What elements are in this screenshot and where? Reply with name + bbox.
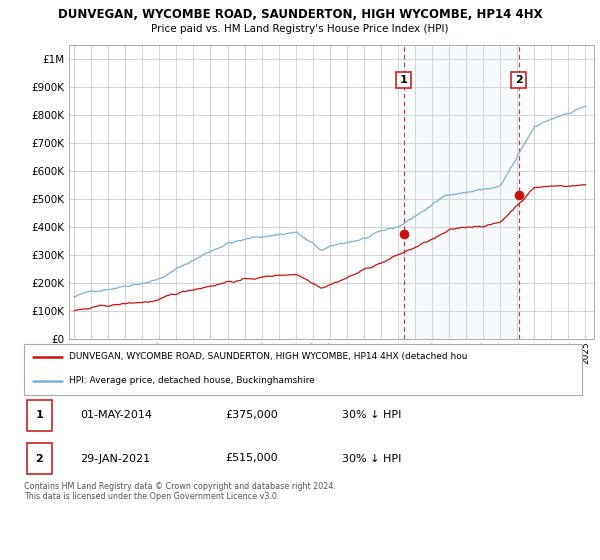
Text: 1: 1 (400, 75, 407, 85)
Text: £515,000: £515,000 (225, 454, 278, 464)
Text: 2: 2 (35, 454, 43, 464)
FancyBboxPatch shape (27, 400, 52, 431)
Text: Price paid vs. HM Land Registry's House Price Index (HPI): Price paid vs. HM Land Registry's House … (151, 24, 449, 34)
Text: 1: 1 (35, 410, 43, 421)
Text: 01-MAY-2014: 01-MAY-2014 (80, 410, 152, 421)
FancyBboxPatch shape (27, 443, 52, 474)
Text: HPI: Average price, detached house, Buckinghamshire: HPI: Average price, detached house, Buck… (68, 376, 314, 385)
Text: DUNVEGAN, WYCOMBE ROAD, SAUNDERTON, HIGH WYCOMBE, HP14 4HX: DUNVEGAN, WYCOMBE ROAD, SAUNDERTON, HIGH… (58, 8, 542, 21)
Text: 30% ↓ HPI: 30% ↓ HPI (342, 454, 401, 464)
Text: DUNVEGAN, WYCOMBE ROAD, SAUNDERTON, HIGH WYCOMBE, HP14 4HX (detached hou: DUNVEGAN, WYCOMBE ROAD, SAUNDERTON, HIGH… (68, 352, 467, 362)
Text: 2: 2 (515, 75, 523, 85)
Text: 30% ↓ HPI: 30% ↓ HPI (342, 410, 401, 421)
Text: Contains HM Land Registry data © Crown copyright and database right 2024.
This d: Contains HM Land Registry data © Crown c… (24, 482, 336, 501)
Text: 29-JAN-2021: 29-JAN-2021 (80, 454, 150, 464)
Bar (404, 45, 518, 339)
Text: £375,000: £375,000 (225, 410, 278, 421)
